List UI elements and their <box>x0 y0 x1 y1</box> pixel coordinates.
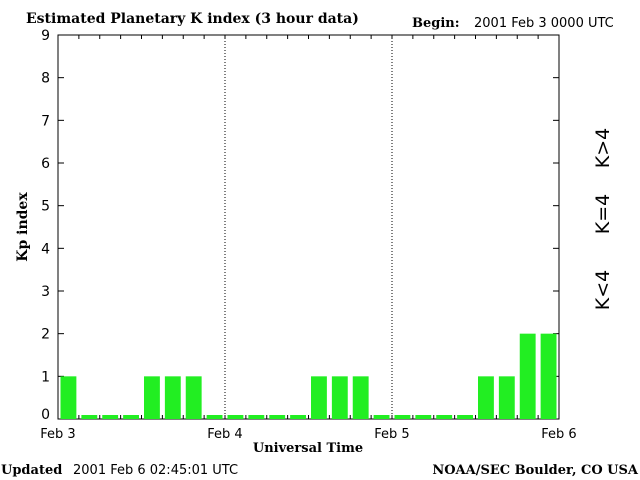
kp-bar <box>498 376 515 419</box>
y-tick-label: 3 <box>41 284 50 300</box>
kp-bar <box>290 415 306 419</box>
kp-bar <box>206 415 223 419</box>
kp-bar <box>185 376 202 419</box>
kp-bar <box>415 415 432 419</box>
kp-bar <box>164 376 181 419</box>
kp-bar <box>311 376 327 419</box>
y-tick-label: 5 <box>41 199 50 215</box>
kp-bar <box>436 415 453 419</box>
y-axis-label: Kp index <box>15 192 31 262</box>
kp-bar <box>123 415 139 419</box>
legend-high: K>4 <box>592 128 614 168</box>
plot-frame <box>57 34 560 420</box>
kp-bar <box>352 376 369 419</box>
updated-value: 2001 Feb 6 02:45:01 UTC <box>73 463 238 478</box>
kp-bar <box>102 415 119 419</box>
kp-bar <box>478 376 494 419</box>
kp-bar <box>394 415 411 419</box>
x-tick-label: Feb 6 <box>541 427 576 442</box>
x-tick-label: Feb 4 <box>207 427 242 442</box>
legend-mid: K=4 <box>592 194 614 234</box>
y-tick-label: 8 <box>41 71 50 87</box>
y-tick-label: 0 <box>41 407 50 423</box>
chart-title: Estimated Planetary K index (3 hour data… <box>26 11 359 27</box>
kp-bar <box>373 415 390 419</box>
kp-bar <box>457 415 473 419</box>
kp-bar <box>519 333 536 419</box>
updated-label: Updated <box>1 463 62 478</box>
kp-bar <box>248 415 265 419</box>
kp-bar <box>227 415 244 419</box>
x-tick-label: Feb 3 <box>40 427 75 442</box>
kp-bar <box>540 333 557 419</box>
legend-low: K<4 <box>592 270 614 310</box>
x-axis-label: Universal Time <box>253 441 363 456</box>
y-tick-label: 2 <box>41 327 50 343</box>
begin-label: Begin: <box>412 16 460 31</box>
y-tick-label: 4 <box>41 241 50 257</box>
kp-bar <box>331 376 348 419</box>
kp-bar <box>269 415 286 419</box>
y-tick-label: 6 <box>41 156 50 172</box>
begin-value: 2001 Feb 3 0000 UTC <box>474 16 614 31</box>
kp-bar <box>60 376 77 419</box>
plot-area: 0 1 2 3 4 5 6 7 8 9 Feb 3 Feb 4 Feb 5 Feb 6 <box>40 28 576 442</box>
y-tick-label: 9 <box>41 28 50 44</box>
kp-bar <box>144 376 160 419</box>
source-credit: NOAA/SEC Boulder, CO USA <box>432 463 639 478</box>
y-tick-label: 1 <box>41 369 50 385</box>
x-tick-label: Feb 5 <box>374 427 409 442</box>
kp-bar <box>81 415 98 419</box>
y-tick-label: 7 <box>41 113 50 129</box>
